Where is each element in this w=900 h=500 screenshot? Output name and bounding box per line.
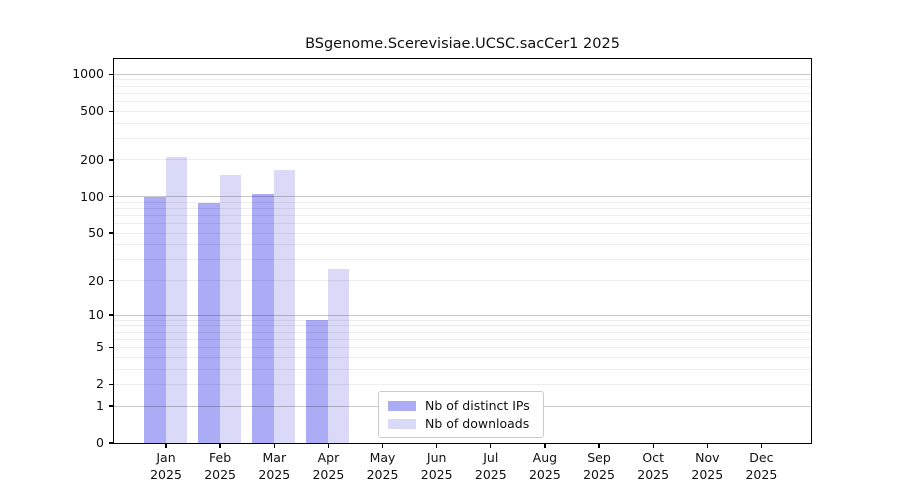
x-tick-month: Aug — [532, 450, 558, 465]
x-axis-tick — [760, 443, 763, 448]
y-axis-tick — [109, 232, 114, 234]
x-tick-year: 2025 — [258, 466, 291, 482]
y-axis-tick — [109, 279, 114, 282]
gridline-minor — [114, 159, 811, 161]
gridline-minor — [114, 100, 811, 102]
x-axis-tick — [381, 443, 384, 448]
x-tick-month: Mar — [262, 450, 287, 465]
x-axis-tick-label: May 2025 — [353, 450, 413, 483]
y-axis-tick-label: 2 — [96, 376, 104, 392]
y-axis-tick — [109, 159, 114, 161]
y-axis-tick — [109, 383, 114, 386]
x-tick-year: 2025 — [745, 466, 778, 482]
x-axis-tick — [219, 443, 221, 448]
x-axis-tick-label: Mar 2025 — [244, 450, 304, 483]
y-axis-tick — [109, 405, 114, 407]
gridline-minor — [114, 79, 811, 81]
x-tick-year: 2025 — [528, 466, 561, 482]
x-tick-month: Jul — [483, 450, 499, 465]
x-tick-year: 2025 — [420, 466, 453, 482]
y-axis-tick-label: 20 — [88, 272, 104, 288]
x-axis-tick — [165, 443, 167, 448]
x-axis-tick — [706, 443, 708, 448]
y-axis-tick-label: 1 — [96, 398, 104, 413]
x-axis-tick-label: Nov 2025 — [677, 450, 737, 483]
y-axis-tick — [109, 110, 114, 112]
x-tick-year: 2025 — [583, 466, 615, 482]
gridline-major — [114, 196, 811, 198]
y-axis-tick — [109, 346, 114, 349]
x-tick-year: 2025 — [691, 466, 724, 482]
x-tick-month: Feb — [209, 450, 232, 465]
gridline-minor — [114, 85, 811, 87]
bar-downloads-jan — [166, 157, 187, 443]
y-axis-tick-label: 0 — [96, 435, 104, 450]
x-axis-tick — [490, 443, 492, 448]
x-axis-tick-label: Feb 2025 — [190, 450, 250, 483]
gridline-minor — [114, 122, 811, 124]
bar-distinct-ips-apr — [306, 320, 329, 443]
x-axis-tick — [436, 443, 438, 448]
plot-area — [113, 58, 812, 444]
bar-downloads-apr — [328, 269, 350, 443]
x-tick-year: 2025 — [312, 466, 345, 482]
x-axis-tick-label: Aug 2025 — [515, 450, 575, 483]
legend-item-downloads: Nb of downloads — [388, 415, 534, 431]
y-axis-tick-label: 100 — [80, 188, 104, 204]
bar-downloads-feb — [220, 174, 242, 443]
legend-item-distinct-ips: Nb of distinct IPs — [388, 397, 534, 413]
y-axis-tick — [109, 195, 114, 198]
y-axis-tick-label: 1000 — [72, 66, 104, 82]
x-axis-tick-label: Sep 2025 — [569, 450, 629, 483]
y-axis-tick-label: 50 — [88, 225, 104, 241]
bar-downloads-mar — [274, 169, 296, 443]
x-axis-tick-label: Apr 2025 — [298, 450, 358, 483]
legend-swatch-downloads-icon — [388, 418, 416, 429]
x-tick-month: Sep — [587, 450, 611, 465]
y-axis-tick-label: 5 — [96, 339, 104, 355]
x-axis-tick-label: Jun 2025 — [407, 450, 467, 483]
x-axis-tick-label: Oct 2025 — [623, 450, 683, 483]
gridline-minor — [114, 137, 811, 139]
x-tick-year: 2025 — [637, 466, 670, 482]
x-tick-year: 2025 — [474, 466, 507, 482]
bar-distinct-ips-feb — [198, 203, 221, 443]
x-tick-month: Oct — [642, 450, 664, 465]
y-axis-tick-label: 500 — [80, 103, 104, 119]
y-axis-tick — [109, 73, 114, 75]
x-tick-month: Dec — [749, 450, 774, 465]
x-tick-month: Jun — [426, 450, 447, 465]
x-axis-tick — [598, 443, 600, 448]
x-axis-tick — [327, 443, 330, 448]
x-tick-month: May — [369, 450, 396, 465]
gridline-minor — [114, 110, 811, 112]
legend-swatch-distinct-ips-icon — [388, 400, 416, 411]
bar-distinct-ips-mar — [252, 194, 275, 443]
legend-label-distinct-ips: Nb of distinct IPs — [425, 397, 530, 413]
legend: Nb of distinct IPs Nb of downloads — [378, 391, 544, 438]
x-tick-year: 2025 — [204, 466, 236, 482]
x-axis-tick — [652, 443, 654, 448]
y-axis-tick-label: 200 — [80, 151, 104, 167]
x-tick-month: Nov — [695, 450, 720, 465]
x-tick-year: 2025 — [366, 466, 399, 482]
y-axis-tick — [109, 314, 114, 316]
y-axis-tick — [109, 442, 114, 444]
x-tick-month: Jan — [156, 450, 176, 465]
bar-distinct-ips-jan — [144, 196, 166, 443]
x-axis-tick — [544, 443, 546, 448]
gridline-minor — [114, 92, 811, 94]
gridline-major — [114, 73, 811, 75]
y-axis-tick-label: 10 — [88, 307, 104, 322]
x-axis-tick — [273, 443, 275, 448]
x-tick-year: 2025 — [150, 466, 182, 482]
chart-title: BSgenome.Scerevisiae.UCSC.sacCer1 2025 — [305, 36, 620, 52]
legend-label-downloads: Nb of downloads — [425, 415, 530, 431]
x-axis-tick-label: Dec 2025 — [731, 450, 791, 483]
x-axis-tick-label: Jul 2025 — [461, 450, 521, 483]
x-axis-tick-label: Jan 2025 — [136, 450, 196, 483]
x-tick-month: Apr — [317, 450, 340, 465]
